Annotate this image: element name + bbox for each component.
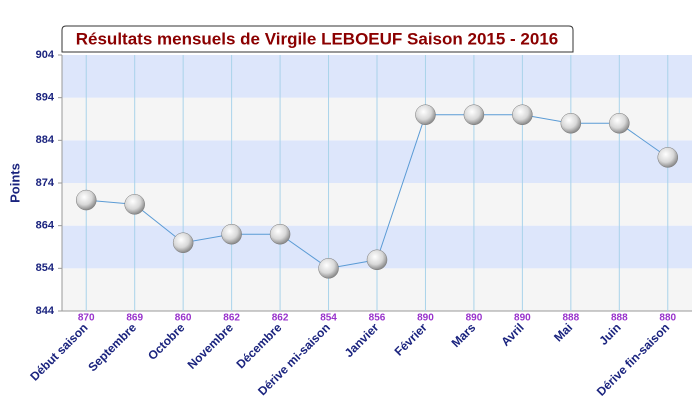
value-label: 862: [272, 313, 289, 324]
value-label: 854: [320, 313, 337, 324]
x-tick-label: Mars: [449, 320, 479, 350]
data-point: [366, 249, 388, 271]
data-point: [463, 104, 485, 125]
y-tick-label: 864: [36, 220, 55, 232]
chart-title: Résultats mensuels de Virgile LEBOEUF Sa…: [76, 29, 559, 48]
y-tick-label: 904: [36, 49, 55, 61]
y-tick-label: 844: [36, 305, 55, 317]
data-point: [75, 189, 97, 211]
data-point: [512, 104, 533, 125]
value-label: 888: [611, 313, 628, 324]
x-tick-label: Février: [392, 320, 430, 358]
x-tick-label: Avril: [498, 320, 526, 348]
title-box: [61, 25, 574, 53]
y-tick-label: 894: [36, 92, 55, 104]
value-label: 890: [514, 313, 531, 324]
x-tick-label: Décembre: [234, 320, 285, 371]
x-tick-label: Novembre: [185, 320, 237, 372]
value-label: 860: [175, 313, 192, 324]
x-tick-label: Septembre: [85, 320, 139, 374]
y-tick-label: 854: [36, 262, 55, 274]
data-point: [269, 223, 291, 245]
data-point: [318, 258, 339, 279]
data-point: [415, 104, 436, 125]
data-point: [609, 113, 630, 134]
data-point: [560, 113, 582, 134]
y-axis-label: Points: [7, 163, 22, 203]
data-point: [172, 232, 194, 253]
value-label: 870: [78, 313, 95, 324]
data-point: [221, 223, 242, 245]
plot-area: [58, 54, 692, 312]
value-label: 880: [659, 313, 676, 324]
value-label: 890: [417, 313, 434, 324]
data-point: [657, 147, 679, 168]
value-label: 888: [563, 313, 580, 324]
data-point: [124, 194, 145, 215]
x-tick-label: Mai: [551, 320, 575, 344]
y-tick-label: 874: [36, 177, 55, 189]
value-label: 890: [466, 313, 483, 324]
y-tick-label: 884: [36, 134, 55, 146]
x-tick-label: Juin: [596, 320, 623, 347]
value-label: 856: [369, 313, 386, 324]
x-tick-label: Octobre: [145, 320, 188, 363]
x-tick-label: Début saison: [27, 320, 90, 383]
value-label: 862: [223, 313, 240, 324]
value-label: 869: [126, 313, 143, 324]
x-tick-label: Janvier: [342, 320, 382, 360]
